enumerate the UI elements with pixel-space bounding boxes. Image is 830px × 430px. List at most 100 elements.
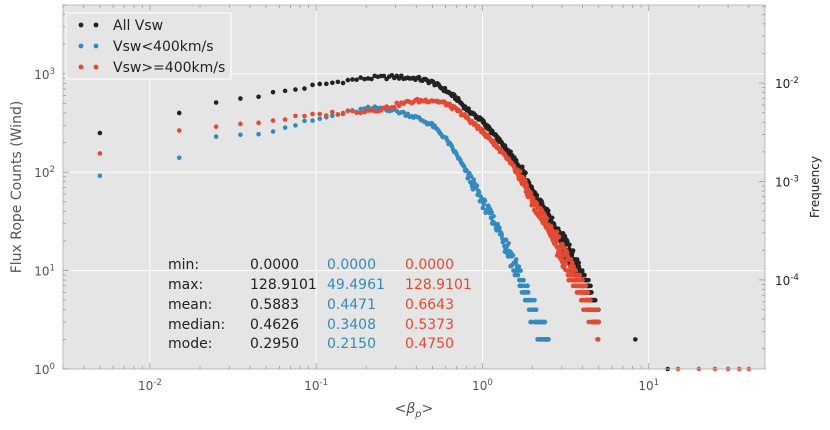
data-point — [365, 108, 371, 113]
stats-row-max: max: 128.9101 49.4961 128.9101 — [168, 277, 472, 293]
data-point — [582, 272, 587, 278]
data-point — [499, 232, 505, 237]
y2-tick-label: 10-4 — [775, 273, 799, 288]
data-point — [270, 118, 276, 123]
data-point — [238, 132, 243, 138]
stats-value-slow: 49.4961 — [327, 277, 385, 293]
data-point — [350, 108, 355, 114]
data-point — [471, 177, 476, 182]
data-point — [563, 261, 569, 266]
data-point — [556, 234, 562, 240]
data-point — [534, 193, 540, 198]
data-point — [293, 123, 298, 128]
x-tick-label: 100 — [472, 378, 493, 393]
data-point — [381, 73, 387, 79]
data-point — [576, 264, 582, 269]
legend-box — [65, 12, 232, 80]
data-point — [282, 125, 288, 130]
axes: 10-2 10-1 100 101 100 101 102 103 10-4 10-3 10-2 — [34, 4, 799, 393]
data-point — [554, 229, 560, 235]
data-point — [476, 189, 482, 195]
data-point — [564, 238, 570, 244]
data-point — [571, 264, 576, 269]
data-point — [588, 297, 593, 303]
data-point — [238, 96, 243, 101]
data-point — [480, 205, 486, 211]
data-point — [317, 116, 323, 122]
data-point — [330, 80, 335, 86]
data-point — [350, 77, 355, 82]
data-point — [457, 109, 463, 114]
stats-label: mode: — [168, 336, 212, 352]
legend-marker-fast — [78, 64, 84, 70]
data-point — [523, 170, 528, 176]
data-point — [340, 80, 346, 86]
data-point — [369, 76, 374, 82]
data-point — [324, 113, 329, 118]
x-tick-label: 10-2 — [138, 378, 162, 393]
data-point — [330, 109, 335, 115]
stats-value-all: 0.2950 — [250, 336, 299, 352]
data-point — [497, 225, 502, 231]
data-point — [468, 179, 473, 185]
data-point — [97, 151, 103, 156]
y-tick-label: 103 — [34, 67, 55, 82]
data-point — [588, 283, 593, 289]
data-point — [256, 120, 261, 126]
data-point — [317, 111, 323, 117]
data-point — [324, 81, 329, 87]
data-point — [517, 169, 523, 174]
data-point — [554, 239, 559, 244]
data-point — [238, 121, 243, 127]
data-point — [595, 337, 601, 342]
data-point — [330, 113, 335, 119]
data-point — [532, 297, 537, 303]
stats-table: min: 0.0000 0.0000 0.0000 max: 128.9101 … — [168, 257, 472, 352]
data-point — [282, 88, 288, 94]
stats-value-fast: 128.9101 — [405, 277, 472, 293]
data-point — [354, 77, 359, 83]
y-axis-label: Flux Rope Counts (Wind) — [9, 101, 25, 274]
data-point — [340, 110, 346, 116]
stats-row-median: median: 0.4626 0.3408 0.5373 — [168, 317, 454, 333]
data-point — [570, 248, 576, 253]
data-point — [592, 297, 598, 303]
data-point — [213, 100, 219, 105]
data-point — [358, 110, 363, 116]
data-point — [515, 272, 521, 278]
data-point — [544, 216, 550, 221]
data-point — [524, 182, 530, 188]
data-point — [362, 106, 367, 111]
data-point — [97, 130, 103, 136]
data-point — [354, 110, 359, 116]
series-slow — [97, 104, 551, 342]
data-point — [491, 213, 496, 219]
stats-value-slow: 0.4471 — [327, 297, 376, 313]
stats-value-fast: 0.6643 — [405, 297, 454, 313]
x-axis-label: <βp> — [395, 401, 434, 420]
stats-value-fast: 0.5373 — [405, 317, 454, 333]
data-point — [525, 290, 531, 295]
series-fast — [97, 96, 752, 372]
data-point — [521, 277, 526, 283]
data-point — [270, 89, 276, 95]
data-point — [585, 290, 591, 295]
stats-value-all: 128.9101 — [250, 277, 317, 293]
data-point — [513, 260, 519, 266]
data-point — [365, 76, 371, 81]
y2-axis-label: Frequency — [808, 156, 822, 218]
data-point — [571, 272, 577, 278]
plot-frame — [62, 4, 766, 370]
stats-value-fast: 0.0000 — [405, 257, 454, 273]
data-point — [580, 277, 585, 283]
data-point — [533, 307, 539, 313]
data-point — [310, 118, 315, 123]
legend: All Vsw Vsw<400km/s Vsw>=400km/s — [65, 12, 232, 80]
data-point — [510, 252, 516, 258]
stats-label: median: — [168, 317, 225, 333]
data-point — [317, 81, 323, 87]
data-point — [586, 277, 591, 283]
legend-entry-slow: Vsw<400km/s — [78, 39, 214, 55]
